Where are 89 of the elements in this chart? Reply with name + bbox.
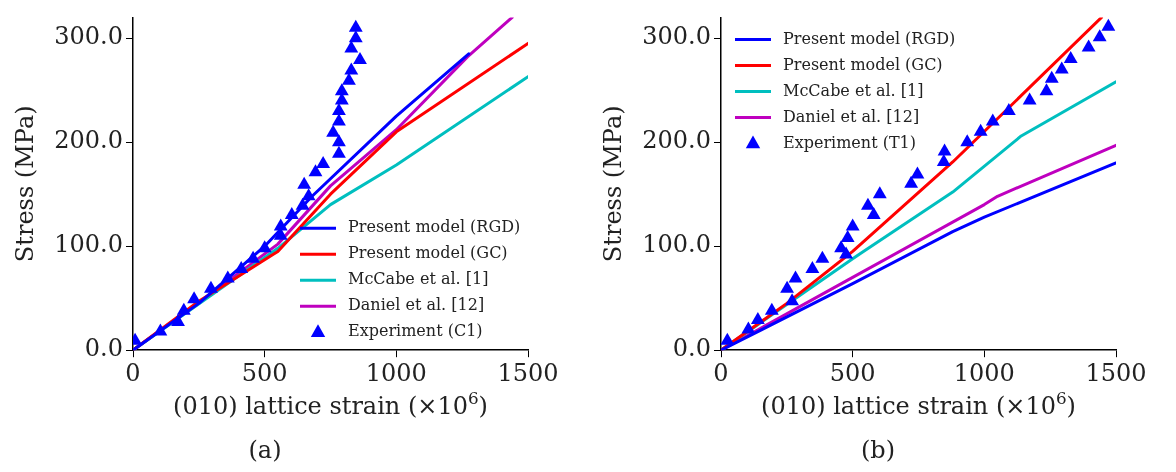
point [332,134,346,147]
point [1063,51,1078,63]
point [220,270,235,283]
point [348,19,363,32]
point [815,250,830,263]
legend-label: Experiment (T1) [783,132,916,152]
x-tick-label: 1000 [365,358,427,387]
point [1039,83,1054,96]
legend-label: Present model (GC) [783,54,943,74]
point [1044,70,1059,83]
point [973,123,988,136]
point [332,145,346,158]
text: (a) [247,436,283,464]
x-tick-label: 500 [829,358,876,387]
point [342,72,356,85]
point [187,291,202,304]
point [721,332,735,345]
point [257,240,272,253]
y-tick-label: 300.0 [54,22,123,51]
point [295,197,310,210]
legend-label: Daniel et al. [12] [783,106,920,126]
legend-label: Present model (RGD) [783,28,956,48]
point [344,62,359,75]
point [780,280,795,293]
legend-label: Experiment (C1) [348,321,483,341]
point [1022,92,1037,105]
point [839,246,854,259]
point [284,207,299,219]
x-tick-label: 1500 [497,358,559,387]
point [788,270,803,283]
legend-label: Daniel et al. [12] [348,295,485,315]
point [937,143,952,156]
y-tick-label: 200.0 [642,126,711,155]
point [1001,103,1016,115]
point [204,280,218,293]
y-tick-label: 200.0 [54,126,123,155]
x-tick-label: 500 [241,358,288,387]
point [326,124,341,137]
point [234,261,249,274]
point [344,40,359,53]
point [171,314,185,327]
point [764,302,779,315]
point [308,164,323,177]
point [936,153,951,166]
point [273,218,288,231]
point [785,293,800,306]
y-axis-title: Stress (MPa) [11,105,40,263]
point [805,261,820,274]
y-tick-label: 300.0 [642,22,711,51]
y-tick-label: 0.0 [672,334,711,363]
point [904,175,919,188]
point [985,113,1000,126]
x-tick-label: 0 [713,358,729,387]
point [1092,29,1107,42]
point [1101,18,1116,31]
point [153,323,168,336]
y-tick-label: 0.0 [84,334,123,363]
text: (b) [859,436,897,464]
y-tick-label: 100.0 [54,230,123,259]
point [1081,39,1096,52]
point [334,83,349,96]
point [246,250,261,263]
y-tick-label: 100.0 [642,230,711,259]
point [316,156,331,169]
point [297,176,312,189]
point [840,229,855,242]
legend-label: Present model (GC) [348,243,508,263]
point [866,207,881,219]
x-tick-label: 1500 [1085,358,1147,387]
legend-label: McCabe et al. [1] [348,269,489,289]
point [872,186,887,199]
point [861,197,875,210]
point [741,321,756,334]
point [176,302,191,315]
point [845,218,860,231]
point [1054,61,1069,74]
x-tick-label: 1000 [953,358,1015,387]
y-axis-title: Stress (MPa) [599,105,628,263]
point [301,188,316,201]
point [353,52,367,65]
legend-label: McCabe et al. [1] [783,80,924,100]
point [750,312,765,325]
point [332,113,346,126]
point [960,134,975,147]
point [348,30,363,43]
legend-label: Present model (RGD) [348,217,521,237]
point [332,103,346,115]
point [910,166,925,179]
x-tick-label: 0 [125,358,141,387]
